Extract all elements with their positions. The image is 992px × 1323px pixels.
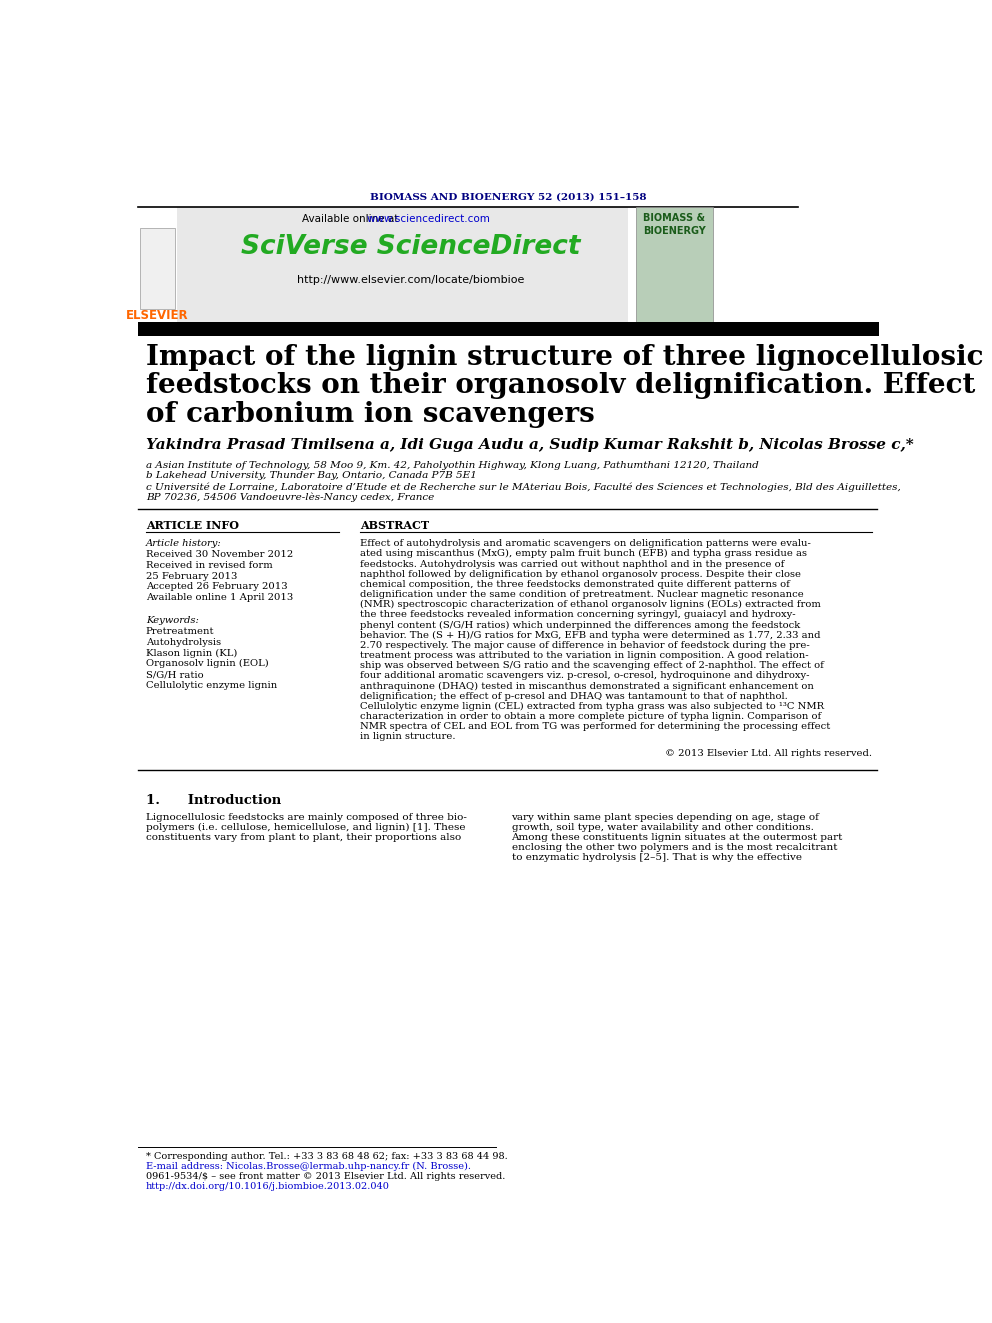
Text: behavior. The (S + H)/G ratios for MxG, EFB and typha were determined as 1.77, 2: behavior. The (S + H)/G ratios for MxG, … xyxy=(360,631,820,640)
Text: polymers (i.e. cellulose, hemicellulose, and lignin) [1]. These: polymers (i.e. cellulose, hemicellulose,… xyxy=(146,823,465,832)
Text: ARTICLE INFO: ARTICLE INFO xyxy=(146,520,239,531)
Text: c Université de Lorraine, Laboratoire d’Etude et de Recherche sur le MAteriau Bo: c Université de Lorraine, Laboratoire d’… xyxy=(146,482,901,492)
Text: ABSTRACT: ABSTRACT xyxy=(360,520,430,531)
Text: of carbonium ion scavengers: of carbonium ion scavengers xyxy=(146,401,594,427)
Text: Organosolv lignin (EOL): Organosolv lignin (EOL) xyxy=(146,659,269,668)
Text: 2.70 respectively. The major cause of difference in behavior of feedstock during: 2.70 respectively. The major cause of di… xyxy=(360,640,810,650)
Text: Accepted 26 February 2013: Accepted 26 February 2013 xyxy=(146,582,288,591)
Text: SciVerse ScienceDirect: SciVerse ScienceDirect xyxy=(241,234,580,261)
Text: Autohydrolysis: Autohydrolysis xyxy=(146,638,221,647)
Text: to enzymatic hydrolysis [2–5]. That is why the effective: to enzymatic hydrolysis [2–5]. That is w… xyxy=(512,853,802,863)
Text: E-mail address: Nicolas.Brosse@lermab.uhp-nancy.fr (N. Brosse).: E-mail address: Nicolas.Brosse@lermab.uh… xyxy=(146,1162,470,1171)
Text: delignification under the same condition of pretreatment. Nuclear magnetic reson: delignification under the same condition… xyxy=(360,590,805,599)
Text: Available online at: Available online at xyxy=(303,214,402,224)
Text: Effect of autohydrolysis and aromatic scavengers on delignification patterns wer: Effect of autohydrolysis and aromatic sc… xyxy=(360,540,811,548)
Text: ELSEVIER: ELSEVIER xyxy=(126,308,188,321)
FancyBboxPatch shape xyxy=(140,228,176,308)
Text: 1.      Introduction: 1. Introduction xyxy=(146,794,281,807)
Text: phenyl content (S/G/H ratios) which underpinned the differences among the feedst: phenyl content (S/G/H ratios) which unde… xyxy=(360,620,801,630)
Text: Klason lignin (KL): Klason lignin (KL) xyxy=(146,648,237,658)
FancyBboxPatch shape xyxy=(138,206,177,321)
Text: feedstocks. Autohydrolysis was carried out without naphthol and in the presence : feedstocks. Autohydrolysis was carried o… xyxy=(360,560,785,569)
Text: ship was observed between S/G ratio and the scavenging effect of 2-naphthol. The: ship was observed between S/G ratio and … xyxy=(360,662,824,671)
Text: Yakindra Prasad Timilsena a, Idi Guga Audu a, Sudip Kumar Rakshit b, Nicolas Bro: Yakindra Prasad Timilsena a, Idi Guga Au… xyxy=(146,438,914,452)
Text: anthraquinone (DHAQ) tested in miscanthus demonstrated a significant enhancement: anthraquinone (DHAQ) tested in miscanthu… xyxy=(360,681,814,691)
Text: Received 30 November 2012: Received 30 November 2012 xyxy=(146,550,293,560)
Text: Pretreatment: Pretreatment xyxy=(146,627,214,636)
Text: Article history:: Article history: xyxy=(146,540,221,548)
FancyBboxPatch shape xyxy=(177,206,628,321)
Text: vary within same plant species depending on age, stage of: vary within same plant species depending… xyxy=(512,814,819,823)
Text: BIOMASS AND BIOENERGY 52 (2013) 151–158: BIOMASS AND BIOENERGY 52 (2013) 151–158 xyxy=(370,193,647,202)
Text: * Corresponding author. Tel.: +33 3 83 68 48 62; fax: +33 3 83 68 44 98.: * Corresponding author. Tel.: +33 3 83 6… xyxy=(146,1152,508,1162)
Text: www.sciencedirect.com: www.sciencedirect.com xyxy=(303,214,490,224)
Text: Lignocellulosic feedstocks are mainly composed of three bio-: Lignocellulosic feedstocks are mainly co… xyxy=(146,814,466,823)
FancyBboxPatch shape xyxy=(138,321,879,336)
Text: Available online 1 April 2013: Available online 1 April 2013 xyxy=(146,593,293,602)
Text: characterization in order to obtain a more complete picture of typha lignin. Com: characterization in order to obtain a mo… xyxy=(360,712,821,721)
Text: Keywords:: Keywords: xyxy=(146,617,198,626)
Text: S/G/H ratio: S/G/H ratio xyxy=(146,671,203,679)
Text: the three feedstocks revealed information concerning syringyl, guaiacyl and hydr: the three feedstocks revealed informatio… xyxy=(360,610,796,619)
Text: BIOMASS &
BIOENERGY: BIOMASS & BIOENERGY xyxy=(643,213,705,235)
Text: Received in revised form: Received in revised form xyxy=(146,561,273,570)
Text: b Lakehead University, Thunder Bay, Ontario, Canada P7B 5E1: b Lakehead University, Thunder Bay, Onta… xyxy=(146,471,476,480)
Text: http://www.elsevier.com/locate/biombioe: http://www.elsevier.com/locate/biombioe xyxy=(297,275,525,286)
Text: four additional aromatic scavengers viz. p-cresol, o-cresol, hydroquinone and di: four additional aromatic scavengers viz.… xyxy=(360,671,809,680)
Text: treatment process was attributed to the variation in lignin composition. A good : treatment process was attributed to the … xyxy=(360,651,809,660)
Text: BP 70236, 54506 Vandoeuvre-lès-Nancy cedex, France: BP 70236, 54506 Vandoeuvre-lès-Nancy ced… xyxy=(146,492,434,503)
Text: Cellulolytic enzyme lignin: Cellulolytic enzyme lignin xyxy=(146,681,277,689)
Text: constituents vary from plant to plant, their proportions also: constituents vary from plant to plant, t… xyxy=(146,833,461,843)
Text: ated using miscanthus (MxG), empty palm fruit bunch (EFB) and typha grass residu: ated using miscanthus (MxG), empty palm … xyxy=(360,549,807,558)
Text: naphthol followed by delignification by ethanol organosolv process. Despite thei: naphthol followed by delignification by … xyxy=(360,570,802,578)
Text: (NMR) spectroscopic characterization of ethanol organosolv lignins (EOLs) extrac: (NMR) spectroscopic characterization of … xyxy=(360,601,821,610)
Text: enclosing the other two polymers and is the most recalcitrant: enclosing the other two polymers and is … xyxy=(512,843,837,852)
Text: feedstocks on their organosolv delignification. Effect: feedstocks on their organosolv delignifi… xyxy=(146,372,975,400)
Text: Among these constituents lignin situates at the outermost part: Among these constituents lignin situates… xyxy=(512,833,843,843)
Text: Impact of the lignin structure of three lignocellulosic: Impact of the lignin structure of three … xyxy=(146,344,983,370)
Text: 0961-9534/$ – see front matter © 2013 Elsevier Ltd. All rights reserved.: 0961-9534/$ – see front matter © 2013 El… xyxy=(146,1172,505,1181)
Text: © 2013 Elsevier Ltd. All rights reserved.: © 2013 Elsevier Ltd. All rights reserved… xyxy=(665,749,872,758)
Text: growth, soil type, water availability and other conditions.: growth, soil type, water availability an… xyxy=(512,823,813,832)
Text: a Asian Institute of Technology, 58 Moo 9, Km. 42, Paholyothin Highway, Klong Lu: a Asian Institute of Technology, 58 Moo … xyxy=(146,460,759,470)
Text: in lignin structure.: in lignin structure. xyxy=(360,733,456,741)
Text: chemical composition, the three feedstocks demonstrated quite different patterns: chemical composition, the three feedstoc… xyxy=(360,579,791,589)
Text: delignification; the effect of p-cresol and DHAQ was tantamount to that of napht: delignification; the effect of p-cresol … xyxy=(360,692,788,701)
FancyBboxPatch shape xyxy=(636,206,713,321)
Text: http://dx.doi.org/10.1016/j.biombioe.2013.02.040: http://dx.doi.org/10.1016/j.biombioe.201… xyxy=(146,1183,390,1191)
Text: 25 February 2013: 25 February 2013 xyxy=(146,572,237,581)
Text: Cellulolytic enzyme lignin (CEL) extracted from typha grass was also subjected t: Cellulolytic enzyme lignin (CEL) extract… xyxy=(360,701,824,710)
Text: NMR spectra of CEL and EOL from TG was performed for determining the processing : NMR spectra of CEL and EOL from TG was p… xyxy=(360,722,830,732)
